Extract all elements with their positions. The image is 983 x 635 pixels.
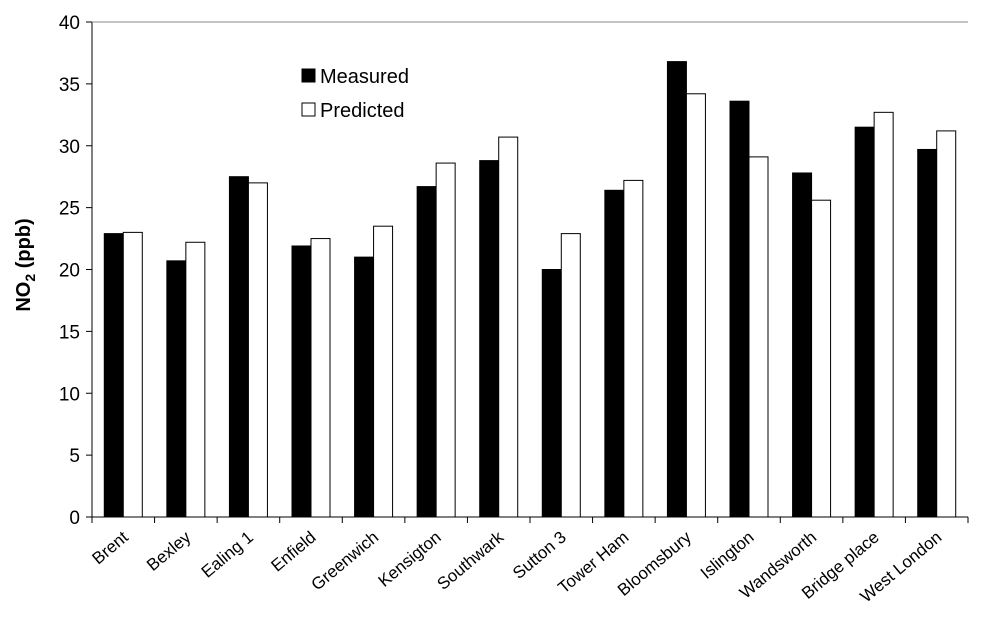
legend-swatch-predicted (301, 102, 316, 117)
x-category-label: Sutton 3 (509, 528, 570, 583)
y-tick-label: 0 (69, 508, 80, 529)
x-category-label: Greenwich (308, 528, 382, 595)
y-tick-label: 35 (59, 75, 80, 96)
x-category-labels: Brent Bexley Ealing 1 EnfieldGreenwichKensi… (89, 527, 946, 606)
bar-predicted (373, 225, 394, 518)
y-tick-label: 40 (59, 13, 80, 34)
bar-predicted (498, 136, 519, 518)
bar-predicted (122, 231, 143, 518)
legend-label-predicted: Predicted (320, 100, 405, 122)
x-category-label: Bexley (143, 527, 195, 575)
x-category-label: Southwark (434, 527, 508, 594)
bar-measured (604, 189, 625, 518)
bar-predicted (623, 179, 644, 518)
y-tick-label: 20 (59, 261, 80, 282)
y-tick-labels: 0 5 10 15 20 25 30 35 40 (59, 13, 80, 529)
y-tick-label: 25 (59, 199, 80, 220)
bar-predicted (748, 156, 769, 518)
bar-predicted (247, 182, 268, 518)
bar-measured (228, 176, 249, 518)
bar-measured (792, 172, 813, 518)
bar-predicted (560, 233, 581, 518)
y-axis-title: NO2 (ppb) (13, 218, 38, 311)
x-category-label: Enfield (268, 528, 320, 576)
bar-predicted (435, 162, 456, 518)
bar-measured (166, 260, 187, 518)
bar-measured (729, 100, 750, 518)
bar-predicted (185, 241, 206, 518)
bar-predicted (873, 111, 894, 518)
bar-measured (666, 61, 687, 518)
bar-predicted (310, 238, 331, 518)
axes (86, 21, 969, 523)
y-axis-title-main: NO (13, 282, 35, 312)
legend-swatch-measured (301, 68, 316, 83)
legend-label-measured: Measured (320, 66, 409, 88)
y-tick-label: 10 (59, 384, 80, 405)
legend: Measured Predicted (301, 66, 409, 122)
bar-measured (854, 126, 875, 518)
bar-measured (479, 160, 500, 518)
bar-measured (354, 256, 375, 518)
y-axis-title-unit: (ppb) (13, 218, 35, 274)
bar-predicted (936, 130, 957, 518)
bars (103, 61, 957, 518)
bar-measured (917, 148, 938, 518)
bar-measured (541, 269, 562, 518)
x-category-label: Islington (697, 528, 758, 583)
y-axis-title-subscript: 2 (22, 274, 38, 282)
x-category-label: Brent (89, 527, 133, 568)
y-tick-label: 5 (69, 446, 80, 467)
y-tick-label: 30 (59, 137, 80, 158)
bar-measured (291, 245, 312, 518)
bar-predicted (811, 199, 832, 518)
y-tick-label: 15 (59, 322, 80, 343)
x-category-label: Ealing 1 (198, 528, 257, 582)
bar-measured (416, 186, 437, 518)
bar-predicted (685, 93, 706, 518)
bar-measured (103, 233, 124, 518)
